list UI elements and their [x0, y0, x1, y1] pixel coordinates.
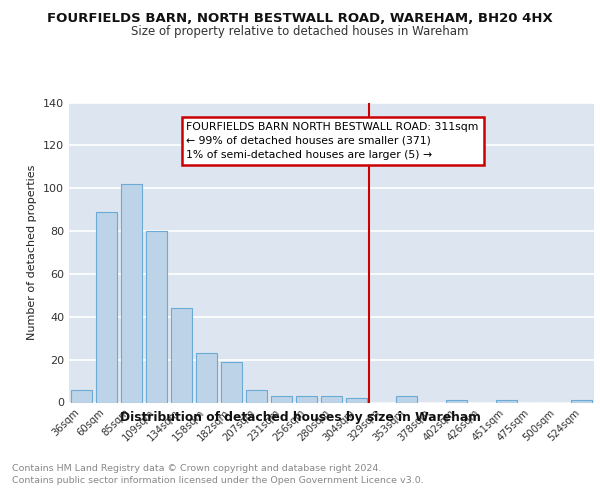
Text: Size of property relative to detached houses in Wareham: Size of property relative to detached ho…	[131, 25, 469, 38]
Bar	[396, 396, 417, 402]
Bar	[496, 400, 517, 402]
Text: FOURFIELDS BARN, NORTH BESTWALL ROAD, WAREHAM, BH20 4HX: FOURFIELDS BARN, NORTH BESTWALL ROAD, WA…	[47, 12, 553, 26]
Bar	[271, 396, 292, 402]
Bar	[71, 390, 92, 402]
Bar	[121, 184, 142, 402]
Text: FOURFIELDS BARN NORTH BESTWALL ROAD: 311sqm
← 99% of detached houses are smaller: FOURFIELDS BARN NORTH BESTWALL ROAD: 311…	[187, 122, 479, 160]
Y-axis label: Number of detached properties: Number of detached properties	[28, 165, 37, 340]
Bar	[221, 362, 242, 403]
Bar	[196, 353, 217, 403]
Bar	[571, 400, 592, 402]
Text: Contains public sector information licensed under the Open Government Licence v3: Contains public sector information licen…	[12, 476, 424, 485]
Text: Distribution of detached houses by size in Wareham: Distribution of detached houses by size …	[119, 411, 481, 424]
Bar	[96, 212, 117, 402]
Bar	[321, 396, 342, 402]
Bar	[346, 398, 367, 402]
Bar	[246, 390, 267, 402]
Bar	[296, 396, 317, 402]
Bar	[171, 308, 192, 402]
Text: Contains HM Land Registry data © Crown copyright and database right 2024.: Contains HM Land Registry data © Crown c…	[12, 464, 382, 473]
Bar	[146, 231, 167, 402]
Bar	[446, 400, 467, 402]
